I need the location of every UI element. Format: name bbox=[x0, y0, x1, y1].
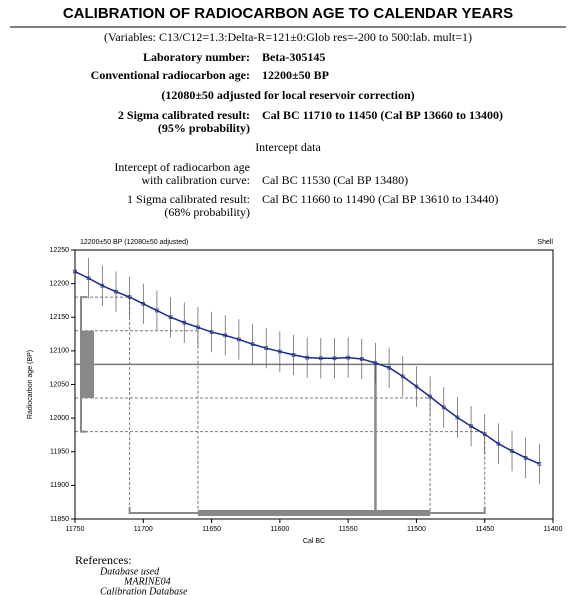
curve-point bbox=[168, 315, 173, 320]
y-tick-label: 12000 bbox=[50, 415, 70, 422]
y-axis-label: Radiocarbon age (BP) bbox=[27, 350, 34, 419]
x-tick-label: 11750 bbox=[66, 526, 85, 533]
curve-point bbox=[127, 295, 132, 299]
curve-point bbox=[387, 365, 391, 370]
x-tick-label: 11600 bbox=[270, 526, 289, 533]
curve-point bbox=[155, 308, 159, 313]
curve bbox=[74, 270, 540, 465]
curve-point bbox=[537, 462, 542, 466]
curve-point bbox=[319, 356, 323, 361]
y-tick-label: 11900 bbox=[50, 482, 69, 489]
curve-point bbox=[278, 349, 282, 354]
curve-point bbox=[223, 333, 228, 338]
curve-point bbox=[291, 353, 296, 357]
y-tick-label: 12150 bbox=[50, 314, 70, 321]
curve-point bbox=[264, 346, 269, 350]
sigma2-age-bracket bbox=[80, 296, 87, 433]
sigma-label: 1 Sigma calibrated result: bbox=[127, 192, 250, 206]
curve-point bbox=[510, 449, 514, 453]
curve-point bbox=[414, 384, 419, 389]
x-tick-label: 11500 bbox=[407, 526, 426, 533]
curve-point bbox=[482, 432, 487, 437]
plot-frame bbox=[74, 249, 554, 520]
curve-point bbox=[250, 342, 255, 346]
y-tick-label: 11950 bbox=[50, 449, 69, 456]
sigma1-cal-bar bbox=[197, 510, 431, 516]
curve-point bbox=[305, 355, 309, 360]
y-tick-label: 12200 bbox=[50, 280, 70, 287]
field-label: Conventional radiocarbon age: bbox=[91, 68, 250, 82]
intercept-label: Intercept of radiocarbon age bbox=[114, 160, 250, 174]
curve-point bbox=[359, 357, 364, 361]
curve-point bbox=[400, 374, 405, 379]
y-tick-label: 12250 bbox=[50, 247, 70, 254]
curve-point bbox=[428, 394, 432, 399]
sigma-probability: (95% probability) bbox=[158, 121, 250, 135]
chart-title: 12200±50 BP (12080±50 adjusted) bbox=[80, 239, 188, 246]
curve-point bbox=[100, 283, 105, 288]
y-tick-label: 11850 bbox=[50, 516, 69, 523]
curve-point bbox=[373, 361, 378, 365]
field-label: Laboratory number: bbox=[143, 50, 250, 64]
variables: (Variables: C13/C12=1.3:Delta-R=121±0:Gl… bbox=[104, 30, 472, 44]
y-tick-label: 12050 bbox=[50, 381, 70, 388]
curve-point bbox=[455, 415, 460, 420]
sigma-value: Cal BC 11660 to 11490 (Cal BP 13610 to 1… bbox=[262, 192, 498, 206]
x-axis-label: Cal BC bbox=[303, 538, 325, 545]
sigma-label: 2 Sigma calibrated result: bbox=[118, 108, 250, 122]
curve-point bbox=[114, 289, 118, 294]
curve-point bbox=[86, 276, 91, 281]
intercept-heading: Intercept data bbox=[255, 140, 321, 154]
x-tick-label: 11700 bbox=[134, 526, 153, 533]
curve-point bbox=[141, 301, 146, 306]
material: Shell bbox=[537, 239, 553, 246]
intercept-label: with calibration curve: bbox=[141, 173, 250, 187]
curve-point bbox=[182, 320, 187, 325]
sigma-value: Cal BC 11710 to 11450 (Cal BP 13660 to 1… bbox=[262, 108, 503, 122]
x-tick-label: 11550 bbox=[339, 526, 358, 533]
intercept-value: Cal BC 11530 (Cal BP 13480) bbox=[262, 173, 408, 187]
reference: MARINE04 bbox=[123, 576, 171, 587]
adjusted-note: (12080±50 adjusted for local reservoir c… bbox=[161, 88, 414, 102]
field-value: Beta-305145 bbox=[262, 50, 325, 64]
curve-point bbox=[332, 356, 337, 361]
curve-point bbox=[196, 325, 200, 330]
field-value: 12200±50 BP bbox=[262, 68, 329, 82]
x-tick-label: 11450 bbox=[475, 526, 494, 533]
x-tick-label: 11650 bbox=[202, 526, 221, 533]
curve-point bbox=[523, 456, 528, 460]
curve-point bbox=[441, 405, 446, 410]
sigma1-age-bar bbox=[82, 330, 94, 398]
title: CALIBRATION OF RADIOCARBON AGE TO CALEND… bbox=[63, 5, 513, 22]
reference: Database used bbox=[99, 566, 160, 577]
curve-point bbox=[346, 355, 350, 360]
x-tick-label: 11400 bbox=[544, 526, 563, 533]
sigma-probability: (68% probability) bbox=[164, 205, 250, 219]
curve-point bbox=[209, 330, 214, 334]
references-heading: References: bbox=[75, 553, 132, 567]
reference: Calibration Database bbox=[100, 586, 188, 595]
y-tick-label: 12100 bbox=[50, 348, 70, 355]
curve-point bbox=[469, 424, 473, 428]
curve-point bbox=[496, 441, 501, 446]
curve-point bbox=[237, 337, 241, 342]
